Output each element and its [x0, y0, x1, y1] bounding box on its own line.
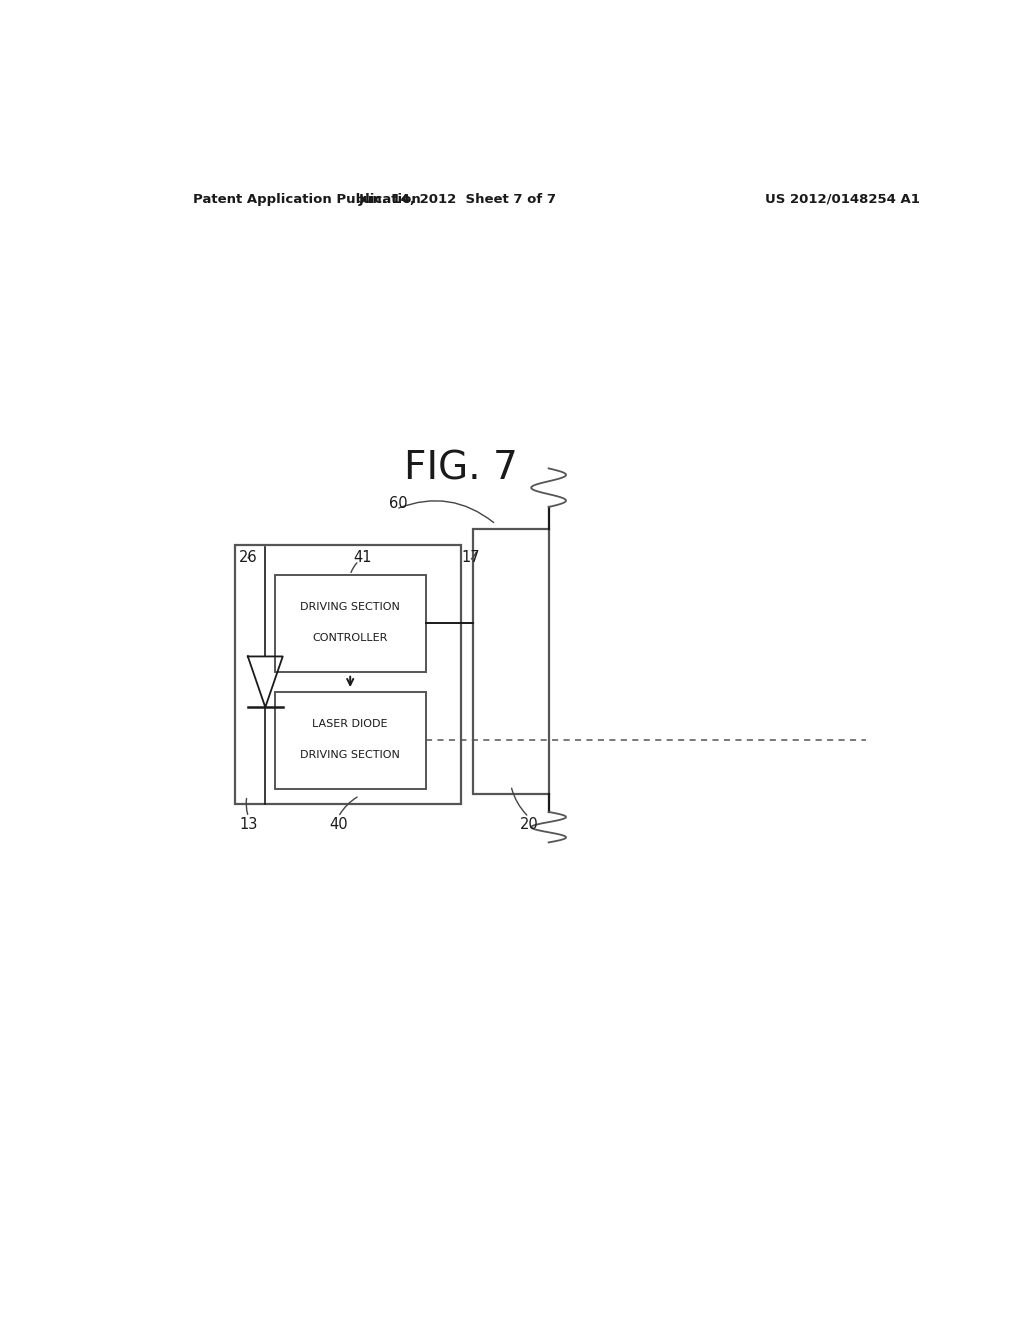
- Text: 41: 41: [353, 550, 372, 565]
- Text: 40: 40: [329, 817, 347, 832]
- Text: CONTROLLER: CONTROLLER: [312, 632, 388, 643]
- Text: FIG. 7: FIG. 7: [404, 449, 518, 487]
- Text: 13: 13: [240, 817, 258, 832]
- Text: LASER DIODE: LASER DIODE: [312, 719, 388, 729]
- Text: 60: 60: [388, 496, 408, 511]
- Text: 26: 26: [240, 550, 258, 565]
- Text: US 2012/0148254 A1: US 2012/0148254 A1: [765, 193, 920, 206]
- Text: 17: 17: [462, 550, 480, 565]
- Text: Jun. 14, 2012  Sheet 7 of 7: Jun. 14, 2012 Sheet 7 of 7: [358, 193, 556, 206]
- Bar: [473, 529, 549, 793]
- Bar: [274, 576, 426, 672]
- Text: 20: 20: [519, 817, 539, 832]
- Bar: [236, 545, 461, 804]
- Text: DRIVING SECTION: DRIVING SECTION: [300, 750, 400, 759]
- Text: Patent Application Publication: Patent Application Publication: [194, 193, 421, 206]
- Text: DRIVING SECTION: DRIVING SECTION: [300, 602, 400, 612]
- Bar: [274, 692, 426, 788]
